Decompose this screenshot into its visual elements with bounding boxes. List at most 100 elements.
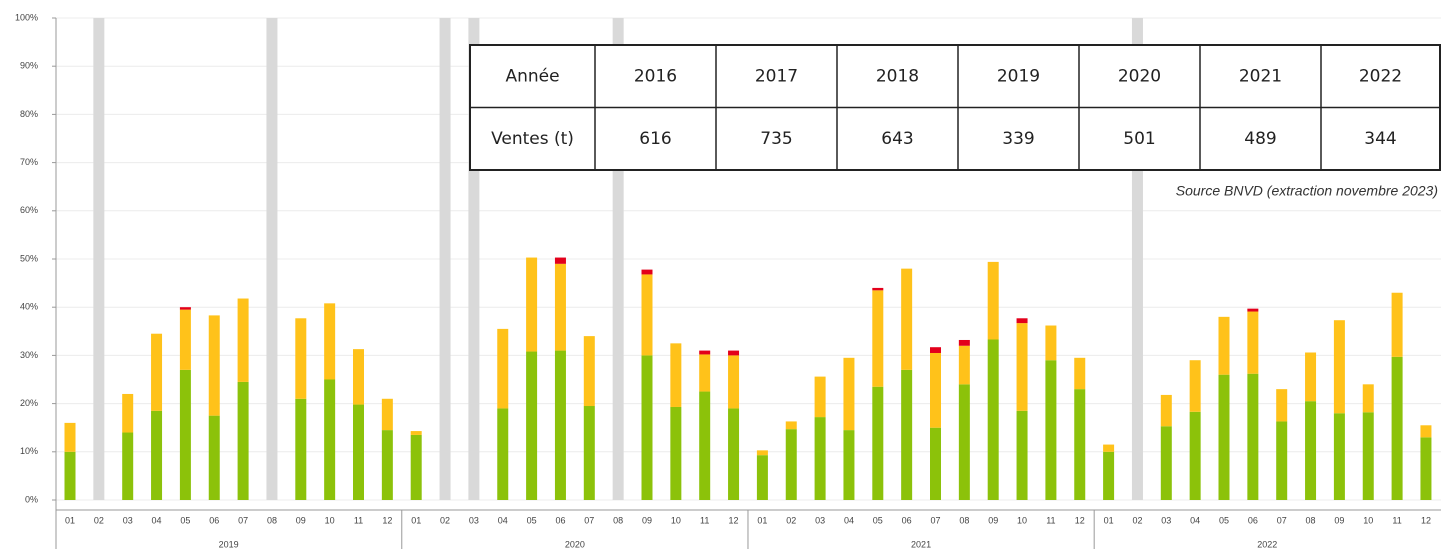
bar-segment	[670, 343, 682, 407]
bar-segment	[670, 406, 682, 500]
table-cell: 2017	[755, 66, 798, 86]
x-tick-label: 01	[1104, 515, 1114, 525]
table: Année 2016 2017 2018 2019 2020 2021 2022 Ventes …	[469, 44, 1441, 171]
bar-segment	[554, 263, 566, 351]
x-tick-label: 09	[988, 515, 998, 525]
missing-month	[439, 18, 451, 500]
bar-segment	[497, 408, 509, 500]
table-cell: 344	[1364, 129, 1396, 149]
x-tick-label: 06	[209, 515, 219, 525]
x-tick-label: 05	[1219, 515, 1229, 525]
bar-segment	[497, 328, 509, 409]
x-tick-label: 10	[325, 515, 335, 525]
bar-segment	[583, 336, 595, 407]
x-tick-label: 12	[382, 515, 392, 525]
x-tick-label: 09	[1334, 515, 1344, 525]
bar-segment	[1103, 451, 1115, 500]
x-tick-label: 06	[555, 515, 565, 525]
table-cell: 616	[639, 129, 671, 149]
x-tick-label: 01	[757, 515, 767, 525]
bar-segment	[381, 430, 393, 500]
x-group-label: 2021	[911, 539, 931, 549]
missing-month	[612, 18, 624, 500]
y-tick-label: 30%	[20, 350, 38, 360]
bar-segment	[324, 303, 336, 380]
source-note: Source BNVD (extraction novembre 2023)	[1176, 183, 1438, 199]
x-tick-label: 11	[354, 515, 363, 525]
x-tick-label: 05	[180, 515, 190, 525]
bar-segment	[901, 268, 913, 370]
bar-segment	[1333, 320, 1345, 414]
bar-segment	[1247, 373, 1259, 500]
bar-segment	[1074, 357, 1086, 390]
bar-segment	[1016, 323, 1028, 411]
x-tick-label: 10	[671, 515, 681, 525]
bar-segment	[64, 422, 76, 452]
bar-segment	[295, 318, 307, 399]
bar-segment	[151, 333, 163, 411]
table-cell: Année	[505, 66, 559, 86]
bar-segment	[179, 369, 191, 500]
table-cell: 339	[1002, 129, 1034, 149]
bar-segment	[958, 339, 970, 346]
table-cell: 2019	[997, 66, 1040, 86]
y-tick-label: 80%	[20, 109, 38, 119]
bar-segment	[872, 287, 884, 291]
bar-segment	[930, 352, 941, 428]
x-tick-label: 06	[902, 515, 912, 525]
missing-month	[1131, 18, 1143, 500]
bar-segment	[641, 274, 653, 356]
y-tick-label: 20%	[20, 398, 38, 408]
bar-segment	[987, 261, 999, 340]
bar-segment	[1189, 411, 1201, 500]
bar-segment	[987, 339, 999, 500]
bar-segment	[872, 290, 884, 387]
x-tick-label: 03	[815, 515, 825, 525]
x-tick-label: 07	[584, 515, 594, 525]
x-tick-label: 10	[1363, 515, 1373, 525]
bar-segment	[1016, 318, 1028, 324]
bar-segment	[237, 298, 249, 382]
bar-segment	[237, 381, 249, 500]
x-tick-label: 11	[1046, 515, 1055, 525]
bar-segment	[728, 408, 740, 500]
bar-segment	[756, 450, 768, 456]
bar-segment	[353, 349, 364, 405]
bar-segment	[583, 406, 595, 500]
x-tick-label: 08	[613, 515, 623, 525]
table-cell: 2022	[1359, 66, 1402, 86]
bar-segment	[1333, 413, 1345, 500]
x-tick-label: 01	[411, 515, 421, 525]
bar-segment	[1247, 311, 1259, 374]
y-tick-label: 0%	[25, 494, 38, 504]
bar-segment	[381, 398, 393, 431]
missing-month	[468, 18, 480, 500]
x-tick-label: 04	[152, 515, 162, 525]
bar-segment	[208, 415, 220, 500]
bar-segment	[324, 379, 336, 500]
bar-segment	[410, 431, 422, 435]
bar-segment	[1391, 356, 1403, 500]
bar-segment	[410, 434, 422, 500]
x-tick-label: 02	[94, 515, 104, 525]
bar-segment	[930, 427, 941, 500]
bar-segment	[728, 355, 740, 409]
table-cell: 489	[1244, 129, 1276, 149]
x-group-label: 2019	[219, 539, 239, 549]
bar-segment	[179, 307, 191, 310]
bar-segment	[1218, 316, 1230, 375]
bar-segment	[1420, 425, 1432, 438]
y-tick-label: 90%	[20, 61, 38, 71]
x-group-label: 2022	[1257, 539, 1277, 549]
table-cell: 2021	[1239, 66, 1282, 86]
bar-segment	[843, 430, 855, 500]
bar-segment	[526, 257, 538, 352]
bar-segment	[958, 345, 970, 385]
y-tick-label: 100%	[15, 12, 38, 22]
bar-segment	[526, 351, 538, 500]
bar-segment	[1045, 360, 1057, 500]
bar-segment	[1016, 410, 1028, 500]
x-tick-label: 12	[1421, 515, 1431, 525]
bar-segment	[1420, 437, 1432, 500]
